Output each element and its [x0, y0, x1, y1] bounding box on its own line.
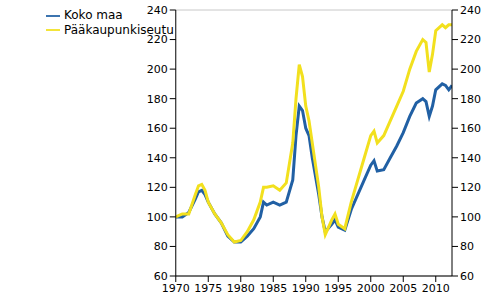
svg-text:140: 140: [460, 152, 481, 165]
svg-text:240: 240: [460, 4, 481, 17]
svg-text:2005: 2005: [389, 282, 417, 295]
svg-text:200: 200: [460, 63, 481, 76]
svg-text:180: 180: [460, 93, 481, 106]
svg-text:100: 100: [460, 211, 481, 224]
svg-text:180: 180: [147, 93, 168, 106]
svg-text:1980: 1980: [227, 282, 255, 295]
svg-text:1985: 1985: [259, 282, 287, 295]
svg-text:1990: 1990: [292, 282, 320, 295]
svg-text:2000: 2000: [357, 282, 385, 295]
svg-text:240: 240: [147, 4, 168, 17]
svg-text:2010: 2010: [422, 282, 450, 295]
svg-text:1975: 1975: [194, 282, 222, 295]
svg-text:60: 60: [460, 270, 474, 283]
svg-text:140: 140: [147, 152, 168, 165]
svg-text:60: 60: [154, 270, 168, 283]
svg-text:80: 80: [460, 240, 474, 253]
svg-text:220: 220: [147, 33, 168, 46]
svg-text:120: 120: [460, 181, 481, 194]
svg-text:160: 160: [147, 122, 168, 135]
svg-text:80: 80: [154, 240, 168, 253]
svg-text:100: 100: [147, 211, 168, 224]
svg-text:220: 220: [460, 33, 481, 46]
svg-text:1995: 1995: [324, 282, 352, 295]
svg-text:200: 200: [147, 63, 168, 76]
svg-text:120: 120: [147, 181, 168, 194]
svg-text:160: 160: [460, 122, 481, 135]
svg-text:1970: 1970: [162, 282, 190, 295]
